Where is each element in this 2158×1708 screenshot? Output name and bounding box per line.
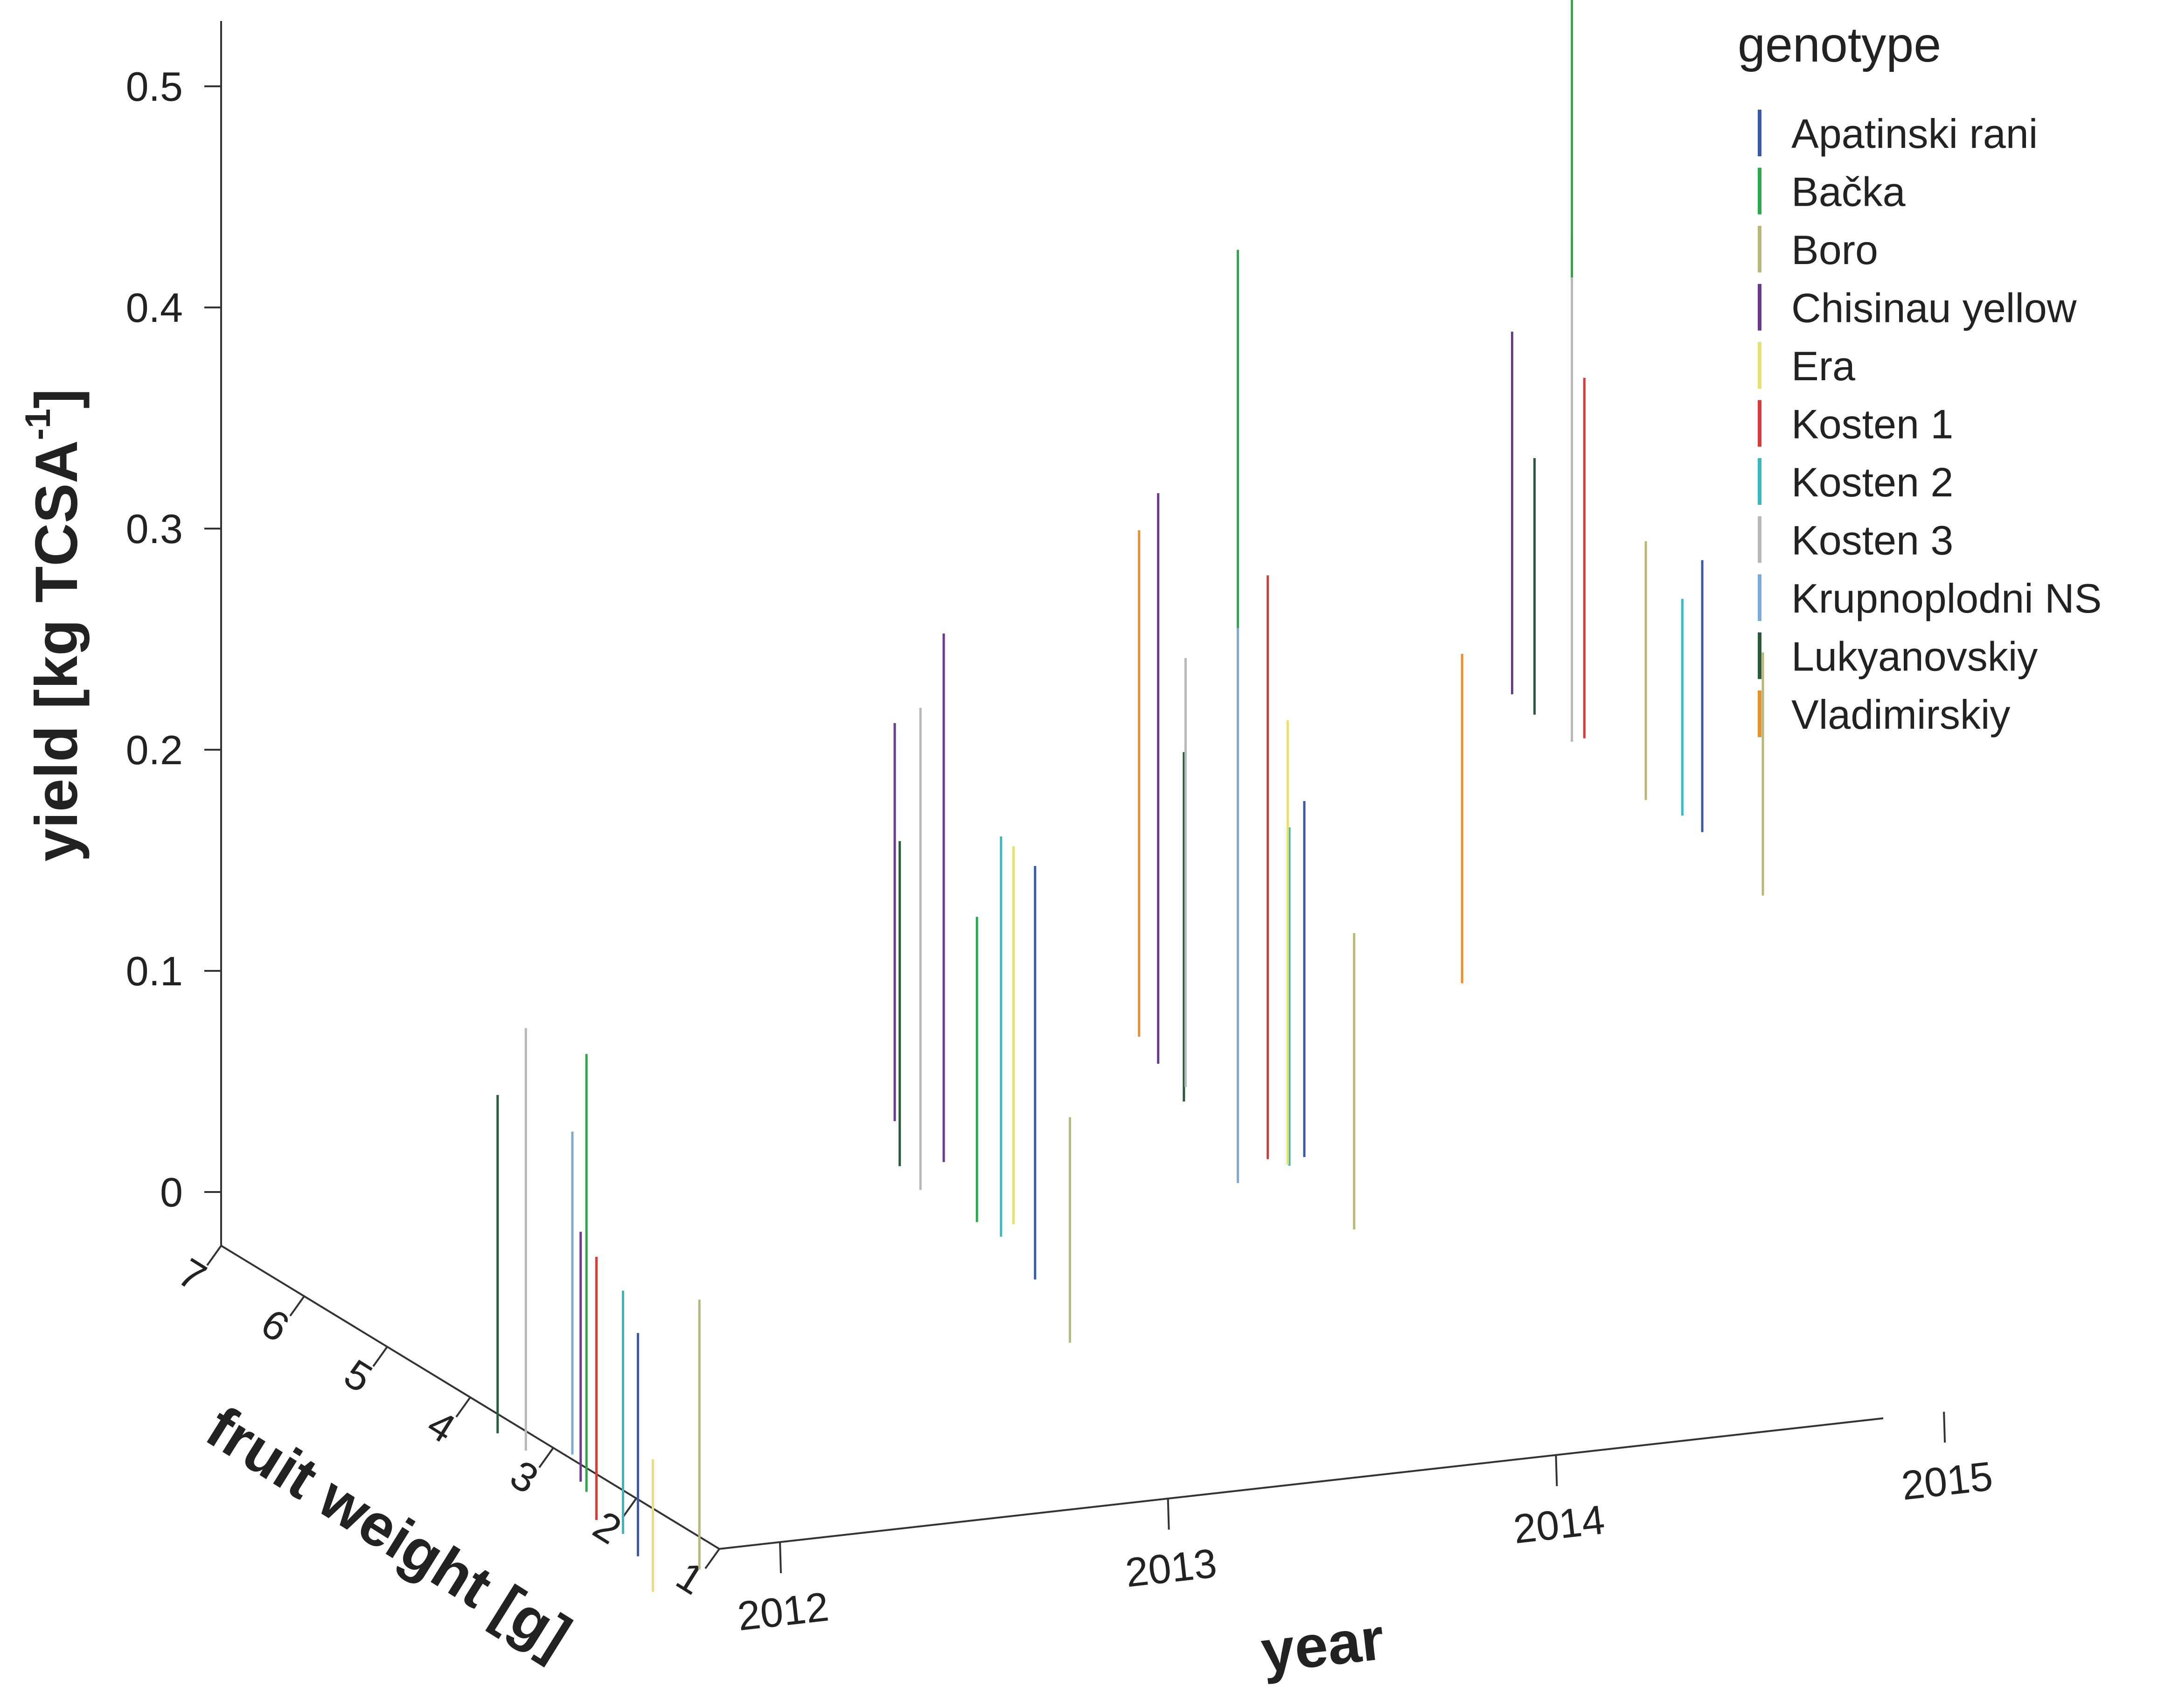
legend-label-kosten-1: Kosten 1 — [1791, 401, 1953, 447]
z-tick-label: 0.2 — [126, 727, 183, 773]
legend-label-krupnoplodni-ns: Krupnoplodni NS — [1791, 575, 2102, 621]
z-axis-ticks: 0.5 0.4 0.3 0.2 0.1 0 — [126, 63, 221, 1215]
year-tick-mark — [1167, 1499, 1170, 1530]
data-lines — [496, 0, 1764, 1592]
z-axis-title: yield [kg TCSA-1] — [18, 389, 90, 861]
fruit-weight-axis-title: fruit weight [g] — [195, 1394, 582, 1670]
fruit-weight-tick-mark — [621, 1498, 637, 1519]
z-tick-label: 0.3 — [126, 506, 183, 552]
fruit-weight-tick-mark — [206, 1245, 222, 1266]
z-axis-title-superscript: -1 — [18, 409, 58, 440]
fruit-weight-tick-mark — [704, 1548, 720, 1569]
z-tick-label: 0.4 — [126, 285, 183, 331]
fruit-weight-tick-mark — [372, 1346, 388, 1367]
year-tick-label: 2015 — [1899, 1453, 1995, 1509]
year-axis-line — [719, 1417, 1884, 1550]
fruit-weight-tick-mark — [289, 1296, 305, 1317]
legend-label-lukyanovskiy: Lukyanovskiy — [1791, 634, 2038, 680]
z-tick-label: 0.5 — [126, 63, 183, 110]
fruit-weight-tick-mark — [538, 1447, 554, 1468]
year-axis-ticks: 2012 2013 2014 2015 — [735, 1412, 1995, 1639]
year-tick-mark — [1943, 1412, 1946, 1443]
year-tick-label: 2012 — [735, 1583, 831, 1639]
z-tick-label: 0.1 — [126, 948, 183, 994]
z-tick-label: 0 — [160, 1169, 183, 1215]
year-tick-label: 2013 — [1123, 1540, 1219, 1596]
legend: genotype Apatinski rani Bačka Boro Chisinau… — [1738, 17, 2102, 738]
fruit-weight-tick-label: 3 — [502, 1451, 546, 1503]
legend-label-kosten-3: Kosten 3 — [1791, 517, 1953, 564]
fruit-weight-axis-line — [220, 1245, 720, 1550]
legend-label-kosten-2: Kosten 2 — [1791, 459, 1953, 505]
legend-label-vladimirskiy: Vladimirskiy — [1791, 691, 2010, 738]
legend-label-apatinski-rani: Apatinski rani — [1791, 111, 2038, 157]
fruit-weight-tick-label: 6 — [253, 1300, 297, 1351]
legend-label-boro: Boro — [1791, 227, 1878, 273]
legend-entries: Apatinski rani Bačka Boro Chisinau yellow Er… — [1758, 110, 2102, 738]
year-axis-title: year — [1258, 1605, 1387, 1685]
fruit-weight-tick-mark — [455, 1396, 471, 1418]
legend-label-backa: Bačka — [1791, 169, 1906, 215]
fruit-weight-tick-label: 7 — [170, 1249, 214, 1300]
fruit-weight-tick-label: 5 — [336, 1350, 380, 1401]
z-axis-title-end: ] — [23, 389, 90, 409]
year-tick-mark — [1555, 1455, 1558, 1486]
axes-lines — [220, 21, 1884, 1550]
year-tick-mark — [779, 1542, 782, 1574]
legend-label-era: Era — [1791, 343, 1855, 389]
fruit-weight-tick-label: 1 — [668, 1552, 712, 1603]
z-axis-title-main: yield [kg TCSA — [23, 440, 90, 861]
legend-label-chisinau-yellow: Chisinau yellow — [1791, 285, 2077, 331]
year-tick-label: 2014 — [1511, 1496, 1607, 1552]
legend-title: genotype — [1738, 17, 1941, 72]
fruit-weight-tick-label: 4 — [419, 1401, 463, 1452]
